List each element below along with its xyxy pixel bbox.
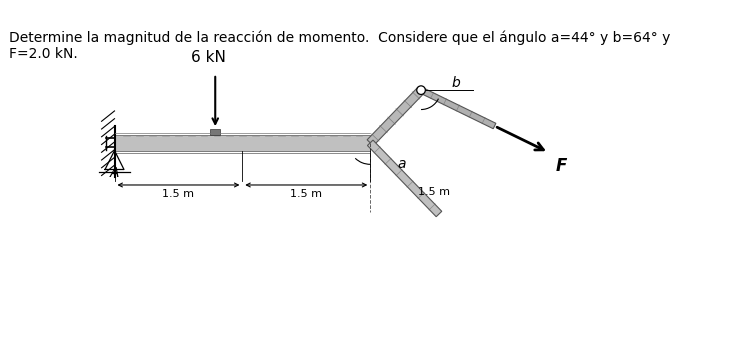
Text: 1.5 m: 1.5 m bbox=[418, 187, 449, 197]
Circle shape bbox=[417, 86, 425, 95]
Polygon shape bbox=[420, 87, 496, 129]
Bar bbox=[115, 135, 370, 150]
Text: F: F bbox=[556, 157, 567, 175]
Bar bbox=[210, 129, 220, 135]
Text: 6 kN: 6 kN bbox=[191, 50, 226, 65]
Polygon shape bbox=[368, 140, 442, 217]
Text: Determine la magnitud de la reacción de momento.  Considere que el ángulo a=44° : Determine la magnitud de la reacción de … bbox=[9, 30, 670, 61]
Text: A: A bbox=[110, 166, 120, 180]
Polygon shape bbox=[367, 87, 424, 146]
Text: 1.5 m: 1.5 m bbox=[162, 189, 195, 199]
Text: b: b bbox=[451, 76, 460, 90]
Text: a: a bbox=[398, 157, 406, 171]
Text: 1.5 m: 1.5 m bbox=[290, 189, 322, 199]
